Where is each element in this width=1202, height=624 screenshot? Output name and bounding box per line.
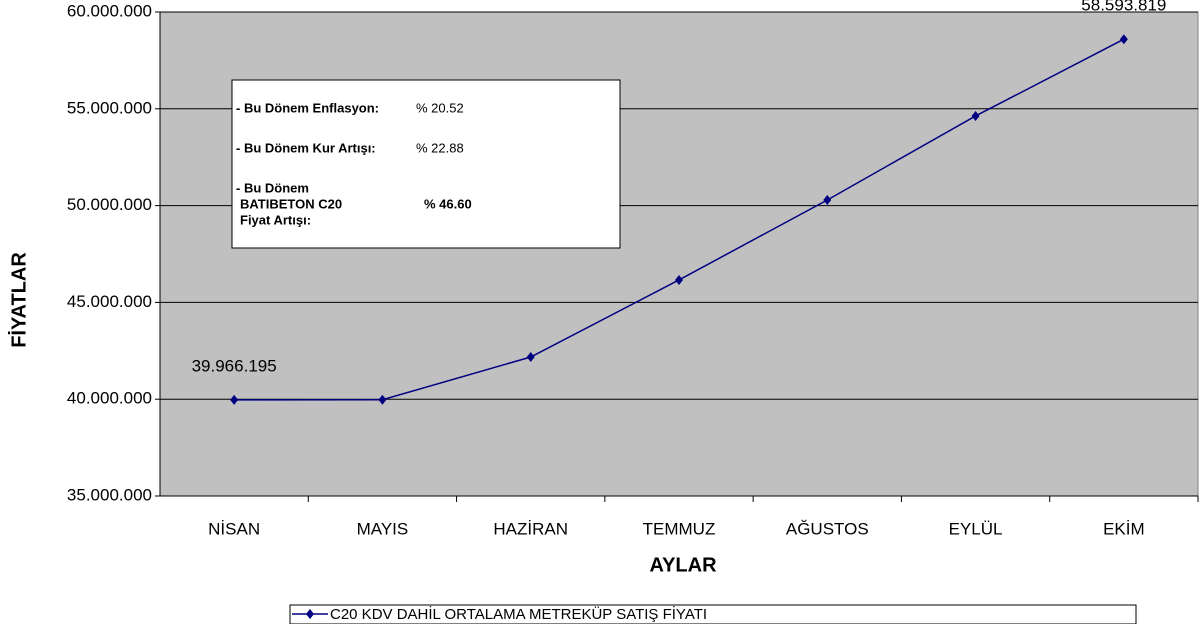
x-tick-label: MAYIS	[357, 519, 409, 538]
x-tick-label: EYLÜL	[949, 519, 1003, 538]
marker	[675, 274, 683, 285]
marker	[526, 351, 535, 362]
x-axis-title: AYLAR	[649, 554, 717, 576]
marker	[1119, 34, 1128, 45]
data-label: 58.593.819	[1081, 0, 1166, 15]
data-label: 39.966.195	[192, 356, 277, 375]
y-tick-label: 45.000.000	[67, 292, 152, 311]
y-tick-label: 40.000.000	[67, 389, 152, 408]
marker	[378, 394, 387, 405]
x-tick-label: EKİM	[1103, 519, 1145, 538]
x-tick-label: AĞUSTOS	[786, 519, 869, 538]
x-tick-label: NİSAN	[208, 519, 260, 538]
y-tick-label: 50.000.000	[67, 195, 152, 214]
legend-label: C20 KDV DAHİL ORTALAMA METREKÜP SATIŞ Fİ…	[330, 605, 707, 623]
annotation-label: Fiyat Artışı:	[240, 212, 311, 227]
y-tick-label: 60.000.000	[67, 1, 152, 20]
annotation-label: - Bu Dönem	[236, 180, 309, 195]
x-tick-label: HAZİRAN	[493, 519, 568, 538]
y-axis-title: FİYATLAR	[7, 252, 30, 348]
x-tick-label: TEMMUZ	[643, 519, 716, 538]
y-tick-label: 35.000.000	[67, 485, 152, 504]
legend-box	[289, 604, 1137, 624]
annotation-label: - Bu Dönem Enflasyon:	[236, 100, 379, 115]
annotation-label: - Bu Dönem Kur Artışı:	[236, 140, 376, 155]
annotation-value: % 22.88	[416, 140, 464, 155]
annotation-label: BATIBETON C20	[240, 196, 342, 211]
legend-marker	[306, 609, 314, 619]
y-tick-label: 55.000.000	[67, 98, 152, 117]
marker	[971, 110, 980, 121]
marker	[823, 194, 832, 205]
annotation-value: % 46.60	[424, 196, 472, 211]
marker	[230, 394, 239, 405]
annotation-box	[231, 79, 621, 249]
annotation-value: % 20.52	[416, 100, 464, 115]
